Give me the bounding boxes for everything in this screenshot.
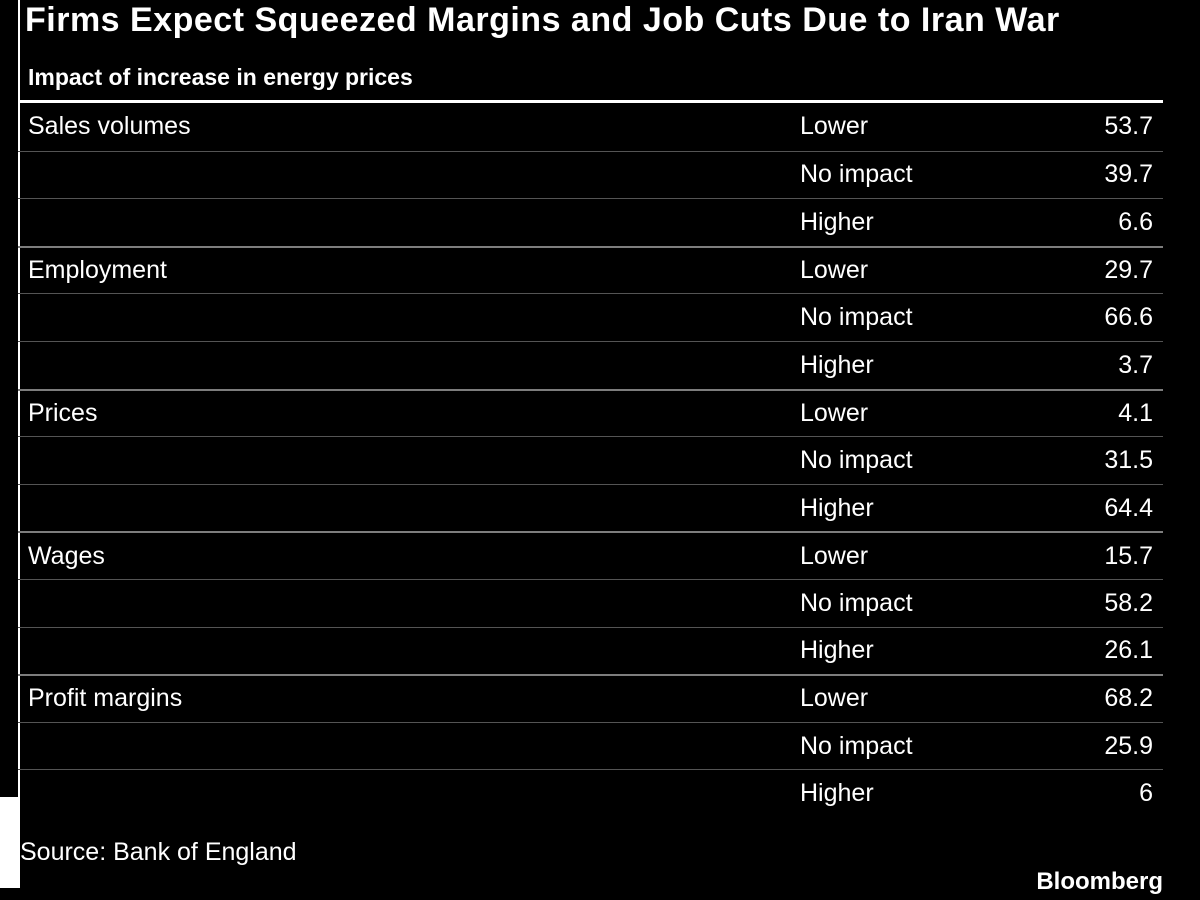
chart-subtitle: Impact of increase in energy prices <box>28 64 413 90</box>
source-note: Source: Bank of England <box>20 838 297 866</box>
row-value: 53.7 <box>1104 112 1153 141</box>
row-impact-label: No impact <box>800 303 913 332</box>
row-category: Wages <box>28 541 105 570</box>
row-impact-label: Lower <box>800 398 869 427</box>
row-value: 68.2 <box>1104 684 1153 713</box>
table-row: Higher 3.7 <box>18 340 1163 389</box>
table-row: No impact 66.6 <box>18 293 1163 341</box>
chart-title: Firms Expect Squeezed Margins and Job Cu… <box>25 1 1060 39</box>
row-value: 15.7 <box>1104 541 1153 570</box>
row-value: 6 <box>1139 779 1153 808</box>
table-row: Employment Lower 29.7 <box>18 245 1163 294</box>
row-value: 29.7 <box>1104 256 1153 285</box>
row-impact-label: Higher <box>800 207 874 236</box>
row-impact-label: Higher <box>800 636 874 665</box>
table-row: Prices Lower 4.1 <box>18 388 1163 437</box>
table-row: Wages Lower 15.7 <box>18 531 1163 579</box>
impact-table: Sales volumes Lower 53.7 No impact 39.7 … <box>18 100 1163 817</box>
row-impact-label: Lower <box>800 256 869 285</box>
row-impact-label: No impact <box>800 160 913 189</box>
table-row: No impact 39.7 <box>18 150 1163 199</box>
row-impact-label: No impact <box>800 588 913 617</box>
row-value: 26.1 <box>1104 636 1153 665</box>
table-row: Profit margins Lower 68.2 <box>18 674 1163 722</box>
row-value: 64.4 <box>1104 493 1153 522</box>
row-value: 4.1 <box>1118 398 1153 427</box>
row-category: Employment <box>28 256 167 285</box>
row-impact-label: Higher <box>800 493 874 522</box>
left-edge-line <box>18 0 20 888</box>
bottom-left-white-margin <box>0 797 18 888</box>
table-row: No impact 58.2 <box>18 578 1163 627</box>
row-value: 66.6 <box>1104 303 1153 332</box>
row-value: 31.5 <box>1104 445 1153 474</box>
row-impact-label: Higher <box>800 350 874 379</box>
row-impact-label: No impact <box>800 731 913 760</box>
table-row: No impact 25.9 <box>18 721 1163 770</box>
row-value: 39.7 <box>1104 160 1153 189</box>
table-row: Higher 6.6 <box>18 198 1163 246</box>
row-impact-label: No impact <box>800 445 913 474</box>
table-row: Sales volumes Lower 53.7 <box>18 103 1163 151</box>
table-row: Higher 6 <box>18 769 1163 817</box>
row-value: 58.2 <box>1104 588 1153 617</box>
row-value: 25.9 <box>1104 731 1153 760</box>
row-value: 6.6 <box>1118 207 1153 236</box>
row-category: Sales volumes <box>28 112 191 141</box>
row-category: Prices <box>28 398 98 427</box>
table-row: Higher 64.4 <box>18 483 1163 532</box>
table-row: Higher 26.1 <box>18 626 1163 675</box>
row-impact-label: Lower <box>800 684 869 713</box>
table-row: No impact 31.5 <box>18 436 1163 484</box>
row-value: 3.7 <box>1118 350 1153 379</box>
row-category: Profit margins <box>28 684 183 713</box>
bloomberg-logo: Bloomberg <box>1036 868 1163 895</box>
row-impact-label: Higher <box>800 779 874 808</box>
row-impact-label: Lower <box>800 112 869 141</box>
row-impact-label: Lower <box>800 541 869 570</box>
